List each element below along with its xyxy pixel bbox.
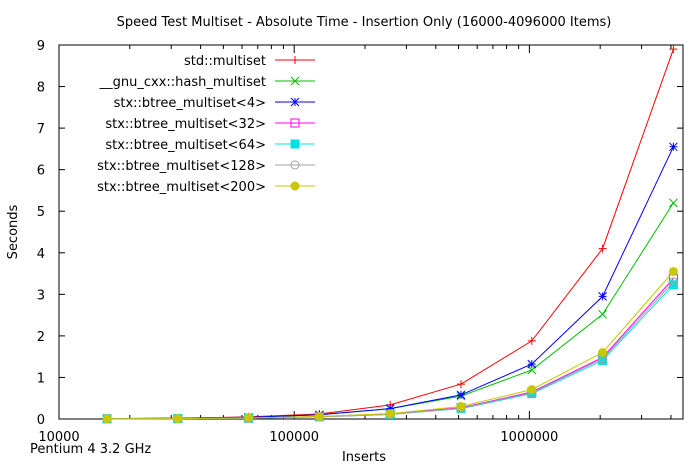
plus-marker xyxy=(669,45,678,54)
filled-circle-marker xyxy=(314,412,324,422)
y-tick-label: 2 xyxy=(37,330,45,345)
legend-item: stx::btree_multiset<32> xyxy=(105,117,315,132)
legend-label: stx::btree_multiset<200> xyxy=(97,180,266,195)
filled-circle-marker xyxy=(598,348,608,358)
cpu-note: Pentium 4 3.2 GHz xyxy=(30,442,151,457)
star-marker xyxy=(669,142,678,152)
y-tick-label: 6 xyxy=(37,164,45,179)
star-marker xyxy=(385,404,395,413)
filled-circle-marker xyxy=(456,402,466,412)
x-tick-label: 100000 xyxy=(269,430,319,445)
star-marker xyxy=(598,292,607,301)
y-tick-label: 1 xyxy=(37,371,45,386)
x-tick-label: 10000 xyxy=(38,430,79,445)
legend-item: std::multiset xyxy=(184,54,315,69)
cross-marker xyxy=(598,309,607,319)
series-3 xyxy=(102,274,678,424)
legend-item: stx::btree_multiset<128> xyxy=(97,159,315,174)
x-tick-label: 1000000 xyxy=(500,430,558,445)
filled-circle-marker xyxy=(385,409,395,419)
x-axis-label: Inserts xyxy=(342,450,386,465)
y-axis: 0 1 2 3 4 5 6 7 8 9 xyxy=(37,39,683,428)
series-line xyxy=(106,271,674,420)
y-tick-label: 9 xyxy=(37,39,45,54)
star-marker xyxy=(527,359,537,369)
filled-square-marker xyxy=(290,139,300,149)
star-marker xyxy=(456,390,466,400)
legend-label: stx::btree_multiset<32> xyxy=(105,117,266,132)
legend-item: stx::btree_multiset<64> xyxy=(105,138,315,153)
plus-marker xyxy=(291,56,299,64)
legend-label: __gnu_cxx::hash_multiset xyxy=(99,75,266,90)
filled-circle-marker xyxy=(668,266,678,276)
y-tick-label: 7 xyxy=(37,122,45,137)
y-tick-label: 3 xyxy=(37,288,45,303)
series-6 xyxy=(102,266,678,424)
legend-item: stx::btree_multiset<200> xyxy=(97,180,315,195)
y-tick-label: 5 xyxy=(37,205,45,220)
series-layer xyxy=(102,45,678,424)
y-tick-label: 8 xyxy=(37,81,45,96)
cross-marker xyxy=(669,198,678,208)
plus-marker xyxy=(598,244,607,253)
plus-marker xyxy=(456,380,465,389)
cross-marker xyxy=(290,76,300,86)
open-square-marker xyxy=(290,118,300,128)
filled-circle-marker xyxy=(527,384,537,394)
legend-item: stx::btree_multiset<4> xyxy=(114,96,315,111)
series-line xyxy=(106,281,674,420)
star-marker xyxy=(290,97,300,107)
legend-label: stx::btree_multiset<128> xyxy=(97,159,266,174)
plot-frame xyxy=(58,44,684,420)
filled-square-marker xyxy=(668,280,678,290)
filled-circle-marker xyxy=(244,413,254,423)
legend-label: std::multiset xyxy=(184,54,266,69)
legend-label: stx::btree_multiset<4> xyxy=(114,96,266,111)
series-1 xyxy=(102,198,678,423)
series-line xyxy=(106,278,674,420)
legend-label: stx::btree_multiset<64> xyxy=(105,138,266,153)
filled-circle-marker xyxy=(102,414,112,424)
y-axis-label: Seconds xyxy=(6,204,21,259)
open-circle-marker xyxy=(290,160,300,170)
legend-item: __gnu_cxx::hash_multiset xyxy=(99,75,315,90)
series-line xyxy=(106,202,674,420)
chart-title: Speed Test Multiset - Absolute Time - In… xyxy=(117,15,612,30)
series-line xyxy=(106,284,674,420)
y-tick-label: 4 xyxy=(37,247,45,262)
y-tick-label: 0 xyxy=(37,413,45,428)
plus-marker xyxy=(527,336,536,345)
filled-circle-marker xyxy=(290,181,300,191)
x-axis: 10000 100000 1000000 xyxy=(38,45,672,445)
legend: std::multiset__gnu_cxx::hash_multisetstx… xyxy=(97,54,315,195)
filled-circle-marker xyxy=(173,414,183,424)
open-circle-marker xyxy=(668,277,678,287)
